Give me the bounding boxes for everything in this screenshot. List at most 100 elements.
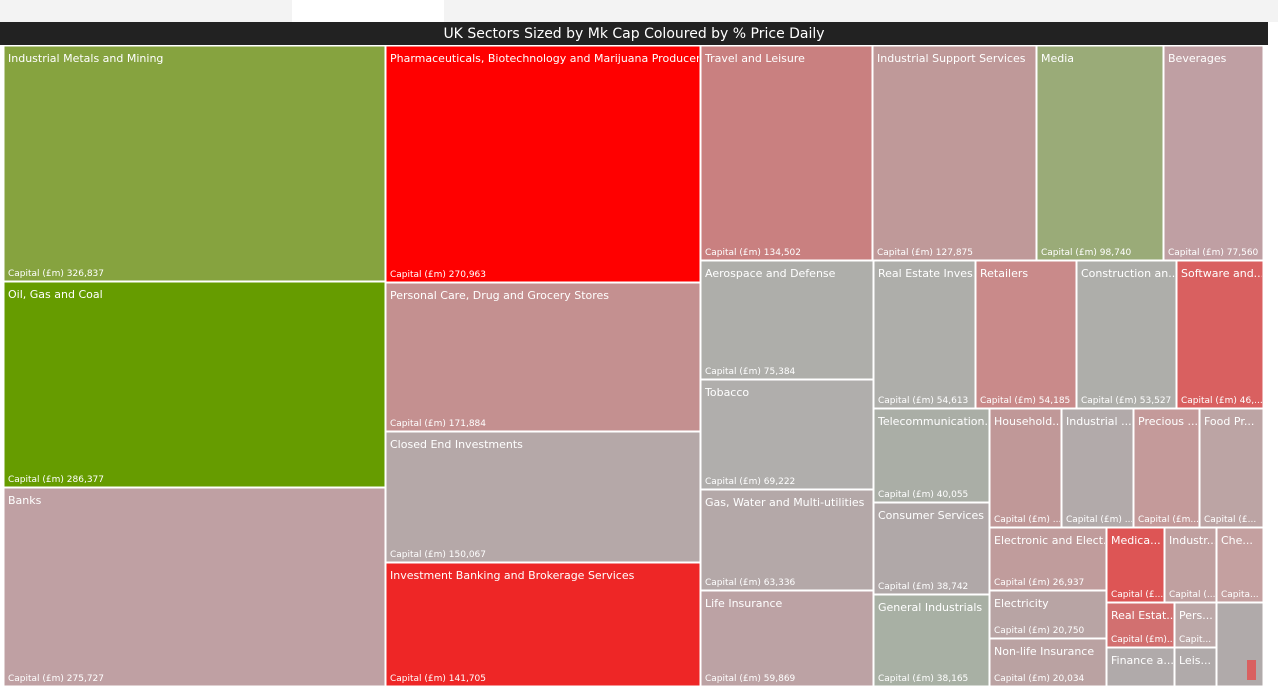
treemap-cell — [700, 489, 874, 591]
cell-value-label: Capital (£m) 134,502 — [705, 248, 801, 258]
small-cell — [1247, 660, 1256, 680]
treemap-cell — [700, 379, 874, 490]
chart-title: UK Sectors Sized by Mk Cap Coloured by %… — [443, 26, 824, 42]
cell-label: Telecommunication... — [877, 415, 995, 428]
cell-value-label: Capital (£m) 38,165 — [878, 674, 968, 684]
cell-value-label: Capital (£m) 53,527 — [1081, 396, 1171, 406]
treemap-cell — [989, 527, 1107, 591]
cell-label: Pharmaceuticals, Biotechnology and Marij… — [390, 52, 706, 65]
treemap-cell — [989, 638, 1107, 687]
cell-label: Medica... — [1111, 534, 1161, 547]
cell-value-label: Capital (£m) 326,837 — [8, 269, 104, 279]
cell-value-label: Capital (£m) 54,185 — [980, 396, 1070, 406]
title-bar — [0, 22, 1268, 45]
cell-label: Travel and Leisure — [704, 52, 805, 65]
cell-label: Gas, Water and Multi-utilities — [705, 496, 865, 509]
treemap-cell — [1164, 527, 1217, 603]
treemap-cell — [975, 260, 1077, 409]
cell-value-label: Capita... — [1221, 590, 1259, 600]
cell-label: Food Pr... — [1204, 415, 1254, 428]
cell-label: Non-life Insurance — [994, 645, 1094, 658]
treemap-cell — [872, 45, 1037, 261]
cell-value-label: Capital (£m) 59,869 — [705, 674, 796, 684]
cell-value-label: Capital (... — [1169, 590, 1216, 600]
cell-label: Construction an... — [1081, 267, 1179, 280]
cell-value-label: Capital (£... — [1204, 515, 1256, 525]
treemap-cell — [700, 260, 874, 380]
cell-label: General Industrials — [878, 601, 982, 614]
cell-value-label: Capital (£m) 98,740 — [1041, 248, 1132, 258]
cell-label: Media — [1041, 52, 1074, 65]
cell-label: Personal Care, Drug and Grocery Stores — [390, 289, 609, 302]
cell-label: Retailers — [980, 267, 1028, 280]
treemap-cell — [1061, 408, 1134, 528]
cell-value-label: Capital (£m) 38,742 — [878, 582, 968, 592]
treemap-cell — [873, 594, 990, 687]
treemap-cell — [1176, 260, 1264, 409]
treemap-cell — [385, 282, 701, 432]
treemap-cell — [385, 431, 701, 563]
cell-label: Consumer Services — [878, 509, 984, 522]
cell-label: Investment Banking and Brokerage Service… — [390, 569, 635, 582]
cell-label: Aerospace and Defense — [705, 267, 836, 280]
cell-value-label: Capital (£... — [1111, 590, 1163, 600]
treemap-cell — [1106, 647, 1175, 687]
cell-label: Pers... — [1179, 609, 1213, 622]
treemap-cell — [3, 45, 386, 282]
treemap-cell — [1174, 647, 1217, 687]
cell-label: Electronic and Elect... — [994, 534, 1114, 547]
cell-label: Real Estate Inves... — [878, 267, 983, 280]
cell-value-label: Capital (£m) 150,067 — [390, 550, 486, 560]
cell-label: Che... — [1221, 534, 1253, 547]
small-cells — [1216, 602, 1264, 687]
cell-label: Industrial Metals and Mining — [8, 52, 163, 65]
cell-value-label: Capital (£m) 69,222 — [705, 477, 795, 487]
treemap-cell — [1163, 45, 1264, 261]
cell-label: Life Insurance — [705, 597, 783, 610]
cell-value-label: Capital (£m) 275,727 — [8, 674, 104, 684]
cell-label: Finance a... — [1111, 654, 1174, 667]
treemap-cell — [873, 260, 976, 409]
cell-value-label: Capital (£m) 75,384 — [705, 367, 796, 377]
cell-value-label: Capital (£m) 171,884 — [390, 419, 486, 429]
cell-value-label: Capital (£m) 26,937 — [994, 578, 1084, 588]
cell-label: Tobacco — [704, 386, 749, 399]
cell-value-label: Capital (£m) 270,963 — [390, 270, 486, 280]
treemap-cell — [700, 45, 873, 261]
cell-value-label: Capital (£m) 20,034 — [994, 674, 1085, 684]
cell-value-label: Capital (£m) 127,875 — [877, 248, 973, 258]
cell-label: Oil, Gas and Coal — [8, 288, 103, 301]
treemap-cell — [1133, 408, 1200, 528]
cell-value-label: Capital (£m) 141,705 — [390, 674, 486, 684]
cell-value-label: Capital (£m) 77,560 — [1168, 248, 1259, 258]
treemap-cell — [385, 562, 701, 687]
treemap-cell — [700, 590, 874, 687]
cell-value-label: Capital (£m) 46,... — [1181, 396, 1263, 406]
treemap-cell — [873, 502, 990, 595]
treemap-cell — [873, 408, 990, 503]
treemap-cell — [1199, 408, 1264, 528]
cell-label: Software and... — [1181, 267, 1264, 280]
cell-label: Real Estat... — [1111, 609, 1177, 622]
treemap-cell — [1106, 527, 1165, 603]
cell-label: Closed End Investments — [390, 438, 523, 451]
treemap-cell — [1076, 260, 1177, 409]
cell-label: Industrial ... — [1066, 415, 1132, 428]
cell-value-label: Capital (£m) 54,613 — [878, 396, 968, 406]
cell-label: Precious ... — [1138, 415, 1198, 428]
treemap-cell — [989, 590, 1107, 639]
treemap-cell — [3, 487, 386, 687]
treemap-cell — [1216, 527, 1264, 603]
cell-label: Industrial Support Services — [877, 52, 1026, 65]
cell-label: Banks — [8, 494, 42, 507]
cell-value-label: Capit... — [1179, 635, 1211, 645]
treemap-cell — [385, 45, 701, 283]
cell-label: Beverages — [1168, 52, 1227, 65]
cell-value-label: Capital (£m) 286,377 — [8, 475, 104, 485]
cell-label: Household... — [994, 415, 1063, 428]
cell-value-label: Capital (£m)... — [1111, 635, 1176, 645]
cell-value-label: Capital (£m) 40,055 — [878, 490, 968, 500]
treemap-cell — [989, 408, 1062, 528]
cell-value-label: Capital (£m) 63,336 — [705, 578, 796, 588]
